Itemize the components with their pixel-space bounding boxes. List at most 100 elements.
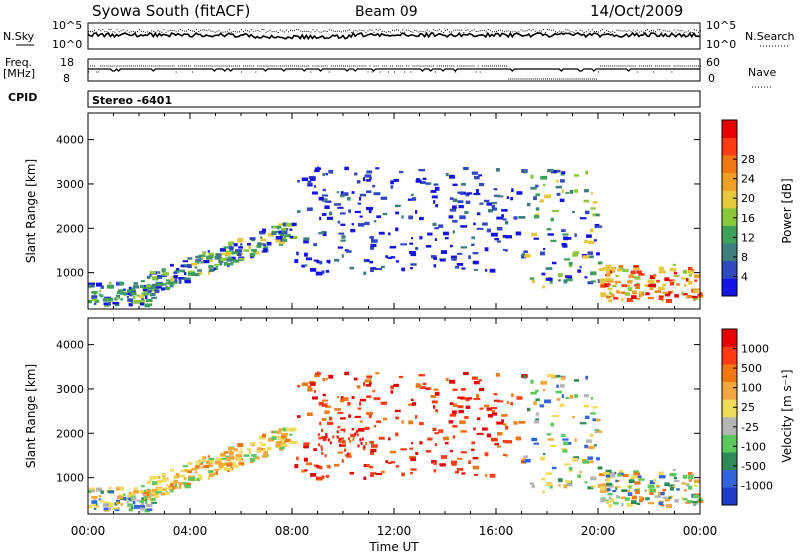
power-echo: [682, 293, 688, 296]
velocity-echo: [116, 495, 123, 500]
velocity-echo: [226, 463, 233, 467]
power-echo: [369, 260, 374, 264]
velocity-echo: [658, 475, 666, 479]
power-echo: [334, 203, 341, 206]
velocity-echo: [634, 481, 641, 485]
power-echo: [296, 210, 301, 213]
velocity-echo: [373, 425, 377, 428]
velocity-echo: [170, 481, 174, 485]
velocity-echo: [456, 468, 464, 471]
velocity-echo: [187, 470, 192, 474]
velocity-echo: [282, 443, 288, 448]
power-echo: [621, 297, 624, 302]
power-echo: [364, 221, 370, 226]
power-echo: [350, 228, 356, 233]
power-echo: [218, 259, 224, 264]
power-echo: [340, 191, 344, 195]
power-echo: [364, 174, 372, 178]
power-echo: [146, 303, 153, 307]
velocity-echo: [369, 465, 374, 469]
colorbar-tick-label: 1000: [741, 343, 769, 356]
power-echo: [363, 271, 367, 275]
velocity-echo: [349, 471, 355, 475]
power-echo: [606, 283, 611, 287]
power-echo: [584, 210, 590, 215]
velocity-echo: [584, 415, 590, 420]
power-echo: [341, 235, 346, 239]
velocity-echo: [606, 482, 613, 486]
velocity-echo: [631, 495, 637, 500]
colorbar-tick-label: -1000: [741, 479, 773, 492]
power-echo: [471, 236, 476, 240]
velocity-echo: [182, 481, 187, 485]
velocity-echo: [226, 468, 233, 471]
power-echo: [227, 263, 230, 268]
velocity-echo: [267, 437, 275, 442]
velocity-echo: [156, 487, 163, 492]
velocity-echo: [93, 507, 97, 510]
power-echo: [513, 216, 518, 220]
velocity-echo: [103, 507, 110, 511]
power-echo: [387, 256, 392, 259]
power-echo: [131, 287, 136, 291]
power-echo: [370, 267, 377, 270]
velocity-echo: [601, 483, 607, 487]
velocity-echo: [450, 449, 453, 453]
power-echo: [371, 239, 378, 243]
power-echo: [351, 191, 355, 194]
velocity-echo: [145, 500, 148, 505]
velocity-echo: [318, 437, 325, 440]
power-echo: [535, 213, 540, 217]
velocity-echo: [414, 415, 418, 419]
power-echo: [669, 267, 677, 272]
velocity-echo: [220, 462, 226, 466]
velocity-echo: [434, 432, 439, 435]
velocity-echo: [223, 466, 228, 471]
power-echo: [672, 280, 676, 283]
power-echo: [215, 253, 222, 257]
velocity-echo: [452, 435, 455, 439]
nave-tick-top: 60: [706, 56, 720, 69]
velocity-echo: [178, 484, 182, 489]
velocity-echo: [565, 480, 572, 483]
velocity-echo: [523, 375, 527, 379]
power-echo: [224, 257, 229, 261]
power-echo: [258, 230, 266, 235]
power-echo: [151, 276, 158, 280]
velocity-echo: [657, 491, 661, 496]
power-echo: [249, 253, 256, 257]
velocity-echo: [126, 500, 129, 504]
power-echo: [94, 299, 100, 303]
velocity-echo: [370, 474, 374, 478]
velocity-echo: [513, 421, 518, 425]
velocity-echo: [587, 456, 593, 460]
power-echo: [178, 277, 184, 280]
velocity-echo: [425, 449, 432, 453]
velocity-echo: [151, 481, 158, 485]
velocity-echo: [533, 442, 539, 445]
power-echo: [604, 279, 610, 283]
power-echo: [586, 234, 592, 238]
velocity-echo: [319, 465, 323, 470]
velocity-echo: [162, 477, 169, 481]
velocity-echo: [332, 435, 335, 439]
velocity-echo: [228, 461, 232, 465]
power-echo: [322, 172, 325, 177]
velocity-echo: [551, 374, 558, 379]
power-echo: [149, 292, 152, 297]
power-echo: [693, 274, 701, 279]
power-echo: [149, 273, 152, 277]
power-echo: [141, 292, 146, 297]
velocity-echo: [630, 475, 636, 480]
velocity-echo: [336, 435, 339, 439]
velocity-echo: [93, 496, 96, 501]
velocity-echo: [609, 474, 613, 479]
velocity-echo: [662, 496, 668, 499]
power-echo: [612, 285, 617, 288]
velocity-echo: [615, 487, 618, 490]
velocity-echo: [617, 473, 622, 477]
velocity-echo: [611, 475, 616, 478]
velocity-echo: [621, 502, 624, 507]
velocity-echo: [656, 484, 660, 487]
velocity-echo: [149, 478, 152, 482]
